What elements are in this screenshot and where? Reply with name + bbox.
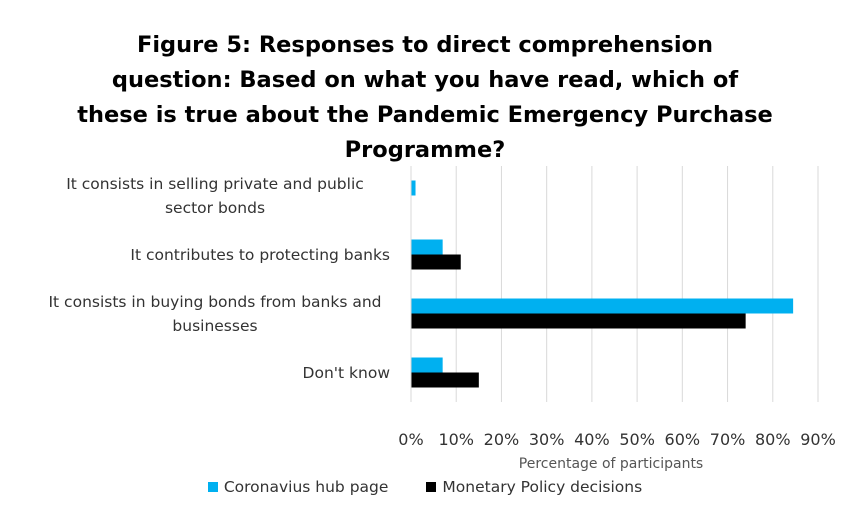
chart-title: Figure 5: Responses to direct comprehens… [77, 32, 773, 163]
bar [411, 372, 479, 388]
bar [411, 298, 794, 314]
legend-item: Coronavius hub page [207, 478, 389, 496]
category-label: It contributes to protecting banks [10, 230, 390, 280]
category-text: It contributes to protecting banks [130, 245, 390, 264]
legend: Coronavius hub page Monetary Policy decis… [0, 478, 850, 496]
x-tick-label: 80% [754, 430, 791, 449]
x-axis-label: Percentage of participants [518, 456, 704, 472]
bar [411, 357, 443, 373]
category-label: It consists in selling private and publi… [10, 171, 390, 221]
category-label: Don't know [10, 348, 390, 398]
legend-label: Monetary Policy decisions [442, 478, 643, 496]
category-text: It consists in buying bonds from banks a… [48, 292, 382, 335]
category-text: Don't know [302, 363, 390, 382]
x-tick-label: 20% [483, 430, 520, 449]
x-tick-label: 60% [664, 430, 701, 449]
x-tick-label: 0% [398, 430, 424, 449]
category-text: It consists in selling private and publi… [66, 174, 364, 217]
x-tick-label: 10% [438, 430, 474, 449]
x-tick-label: 50% [619, 430, 655, 449]
bar [411, 313, 746, 329]
bar [411, 254, 461, 270]
legend-swatch [207, 482, 218, 492]
x-tick-label: 30% [528, 430, 565, 449]
bar [411, 180, 416, 196]
category-label: It consists in buying bonds from banks a… [10, 289, 390, 339]
legend-swatch [426, 482, 437, 492]
legend-label: Coronavius hub page [223, 478, 389, 496]
x-tick-label: 70% [709, 430, 746, 449]
bar [411, 239, 443, 255]
x-tick-label: 40% [574, 430, 610, 449]
legend-item: Monetary Policy decisions [426, 478, 642, 496]
x-tick-label: 90% [800, 430, 836, 449]
